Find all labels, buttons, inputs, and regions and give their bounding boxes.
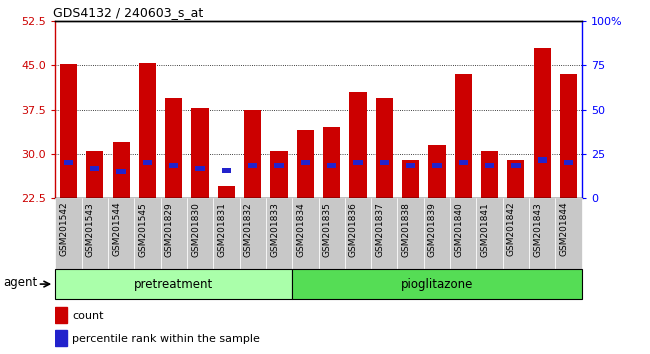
Text: GSM201543: GSM201543 — [86, 202, 95, 257]
Text: GSM201830: GSM201830 — [191, 202, 200, 257]
Bar — [508, 160, 525, 198]
Text: GSM201833: GSM201833 — [270, 202, 279, 257]
Text: GSM201832: GSM201832 — [244, 202, 253, 257]
Bar — [459, 160, 468, 166]
Bar — [301, 160, 310, 166]
Text: GDS4132 / 240603_s_at: GDS4132 / 240603_s_at — [53, 6, 203, 19]
Bar — [292, 269, 582, 299]
Bar — [165, 98, 182, 198]
Bar — [292, 198, 318, 269]
Bar — [169, 163, 178, 169]
Bar — [108, 198, 135, 269]
Bar — [248, 163, 257, 169]
Bar — [534, 48, 551, 198]
Bar — [428, 145, 445, 198]
Bar — [432, 163, 441, 169]
Bar — [398, 198, 424, 269]
Bar — [187, 198, 213, 269]
Bar — [402, 160, 419, 198]
Bar — [376, 98, 393, 198]
Bar — [196, 166, 205, 171]
Bar — [345, 198, 371, 269]
Bar — [455, 74, 472, 198]
Text: GSM201545: GSM201545 — [138, 202, 148, 257]
Bar — [86, 151, 103, 198]
Text: GSM201544: GSM201544 — [112, 202, 121, 256]
Bar — [380, 160, 389, 166]
Bar — [529, 198, 556, 269]
Bar — [327, 163, 336, 169]
Bar — [55, 307, 67, 324]
Text: GSM201838: GSM201838 — [402, 202, 411, 257]
Text: GSM201839: GSM201839 — [428, 202, 437, 257]
Bar — [139, 63, 156, 198]
Bar — [556, 198, 582, 269]
Bar — [143, 160, 152, 166]
Bar — [55, 330, 67, 346]
Bar — [485, 163, 494, 169]
Text: GSM201834: GSM201834 — [296, 202, 306, 257]
Text: GSM201840: GSM201840 — [454, 202, 463, 257]
Text: GSM201837: GSM201837 — [375, 202, 384, 257]
Bar — [476, 198, 503, 269]
Bar — [244, 110, 261, 198]
Bar — [55, 269, 292, 299]
Bar — [297, 130, 314, 198]
Bar — [424, 198, 450, 269]
Bar — [560, 74, 577, 198]
Bar — [270, 151, 287, 198]
Text: GSM201842: GSM201842 — [507, 202, 516, 256]
Text: GSM201844: GSM201844 — [560, 202, 569, 256]
Bar — [266, 198, 292, 269]
Bar — [564, 160, 573, 166]
Bar — [213, 198, 240, 269]
Bar — [192, 108, 209, 198]
Text: GSM201841: GSM201841 — [480, 202, 489, 257]
Text: count: count — [72, 310, 103, 321]
Bar — [450, 198, 476, 269]
Bar — [318, 198, 345, 269]
Bar — [371, 198, 398, 269]
Bar — [60, 64, 77, 198]
Bar — [55, 198, 82, 269]
Text: pioglitazone: pioglitazone — [401, 278, 473, 291]
Text: pretreatment: pretreatment — [134, 278, 213, 291]
Bar — [82, 198, 108, 269]
Text: GSM201829: GSM201829 — [164, 202, 174, 257]
Text: GSM201542: GSM201542 — [59, 202, 68, 256]
Text: GSM201835: GSM201835 — [322, 202, 332, 257]
Bar — [354, 160, 363, 166]
Text: GSM201836: GSM201836 — [349, 202, 358, 257]
Bar — [90, 166, 99, 171]
Bar — [240, 198, 266, 269]
Bar — [538, 157, 547, 162]
Text: GSM201831: GSM201831 — [217, 202, 226, 257]
Bar — [116, 169, 125, 175]
Bar — [161, 198, 187, 269]
Bar — [112, 142, 129, 198]
Bar — [350, 92, 367, 198]
Bar — [406, 163, 415, 169]
Text: GSM201843: GSM201843 — [533, 202, 542, 257]
Bar — [218, 187, 235, 198]
Bar — [64, 160, 73, 166]
Text: percentile rank within the sample: percentile rank within the sample — [72, 333, 260, 344]
Bar — [274, 163, 283, 169]
Bar — [222, 168, 231, 173]
Text: agent: agent — [3, 276, 37, 289]
Bar — [323, 127, 340, 198]
Bar — [135, 198, 161, 269]
Bar — [481, 151, 498, 198]
Bar — [512, 163, 521, 169]
Bar — [503, 198, 529, 269]
